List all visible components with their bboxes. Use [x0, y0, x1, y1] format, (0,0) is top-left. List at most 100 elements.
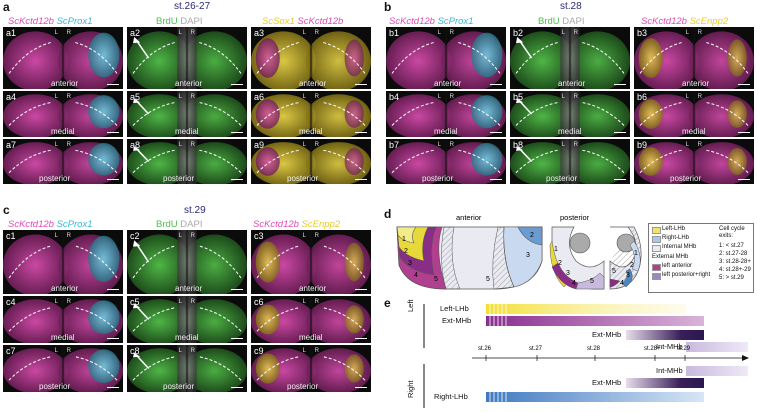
col-header-a2: BrdU DAPI: [156, 16, 203, 27]
plane-label: medial: [51, 333, 75, 342]
legend-cc-5: 5: > st.29: [719, 275, 744, 281]
legend-left-posterior-right: left posterior+right: [662, 272, 711, 278]
tl-label-ext-mhb-left: Ext-MHb: [442, 316, 472, 325]
lr-left-marker: L: [302, 299, 306, 305]
lr-left-marker: L: [178, 142, 182, 148]
lr-right-marker: R: [66, 30, 71, 36]
svg-text:4: 4: [414, 272, 418, 279]
panel-id: c6: [254, 297, 264, 307]
plane-label: medial: [175, 127, 199, 136]
panel-id: c2: [130, 231, 140, 241]
legend-cc-3: 3: st.28-28+: [719, 259, 751, 265]
scale-bar: [107, 84, 119, 85]
scale-bar: [490, 132, 502, 133]
svg-text:4: 4: [620, 280, 624, 287]
lr-right-marker: R: [66, 94, 71, 100]
plane-label: medial: [175, 333, 199, 342]
plane-label: posterior: [287, 174, 319, 183]
plane-label: medial: [558, 127, 582, 136]
tick-st29: st.29: [677, 346, 691, 352]
tick-st26: st.26: [478, 346, 492, 352]
plane-label: medial: [682, 127, 706, 136]
plane-label: posterior: [39, 174, 71, 183]
panel-id: b5: [513, 92, 524, 102]
lr-right-marker: R: [190, 94, 195, 100]
lr-left-marker: L: [178, 299, 182, 305]
panel-id: a9: [254, 140, 265, 150]
bar-int-mhb-left: [686, 342, 748, 352]
tick-st28plus: st.28+: [644, 346, 661, 352]
stage-label-a: st.26-27: [174, 1, 211, 12]
plane-label: medial: [299, 333, 323, 342]
lr-left-marker: L: [302, 233, 306, 239]
scale-bar: [738, 132, 750, 133]
scale-bar: [107, 338, 119, 339]
svg-text:3: 3: [626, 272, 630, 279]
legend-cc-2: 2: st.27-28: [719, 251, 748, 257]
scale-bar: [490, 84, 502, 85]
scale-bar: [614, 84, 626, 85]
scale-bar: [231, 387, 243, 388]
scale-bar: [738, 84, 750, 85]
panel-id: a6: [254, 92, 265, 102]
lr-right-marker: R: [697, 94, 702, 100]
legend-internal: Internal MHb: [662, 244, 697, 250]
lr-left-marker: L: [178, 30, 182, 36]
lr-right-marker: R: [190, 142, 195, 148]
svg-text:4: 4: [572, 280, 576, 287]
tl-label-ext-mhb-right: Ext-MHb: [592, 378, 622, 387]
legend-external-header: External MHb: [652, 254, 689, 260]
plane-label: anterior: [682, 79, 710, 88]
scale-bar: [738, 179, 750, 180]
timeline-side-left: Left: [406, 299, 415, 312]
bar-ext-mhb-left: [486, 316, 704, 326]
plane-label: posterior: [163, 174, 195, 183]
panel-id: b4: [389, 92, 400, 102]
lr-left-marker: L: [685, 94, 689, 100]
scale-bar: [231, 338, 243, 339]
svg-text:1: 1: [554, 246, 558, 253]
plane-label: anterior: [51, 79, 79, 88]
scale-bar: [231, 179, 243, 180]
panel-id: b3: [637, 28, 648, 38]
panel-id: c5: [130, 297, 140, 307]
scale-bar: [107, 132, 119, 133]
plane-label: medial: [299, 127, 323, 136]
panel-letter-d: d: [384, 207, 392, 221]
lr-left-marker: L: [178, 348, 182, 354]
lr-right-marker: R: [190, 348, 195, 354]
svg-text:3: 3: [566, 270, 570, 277]
scale-bar: [107, 387, 119, 388]
lr-right-marker: R: [449, 142, 454, 148]
timeline-side-right: Right: [406, 380, 415, 398]
panel-letter-c: c: [3, 203, 10, 217]
panel-id: a5: [130, 92, 141, 102]
plane-label: posterior: [163, 382, 195, 391]
plane-label: anterior: [175, 284, 203, 293]
tl-label-int-mhb-right: Int-MHb: [656, 366, 683, 375]
svg-text:2: 2: [558, 260, 562, 267]
scale-bar: [107, 179, 119, 180]
svg-text:5: 5: [590, 278, 594, 285]
plane-label: anterior: [434, 79, 462, 88]
legend-cc-4: 4: st.28+-29: [719, 267, 751, 273]
scale-bar: [231, 132, 243, 133]
lr-left-marker: L: [437, 94, 441, 100]
tick-st27: st.27: [529, 346, 543, 352]
tl-label-int-mhb-left: Int-MHb: [656, 342, 683, 351]
lr-left-marker: L: [54, 142, 58, 148]
panel-id: c9: [254, 346, 264, 356]
plane-label: anterior: [51, 284, 79, 293]
